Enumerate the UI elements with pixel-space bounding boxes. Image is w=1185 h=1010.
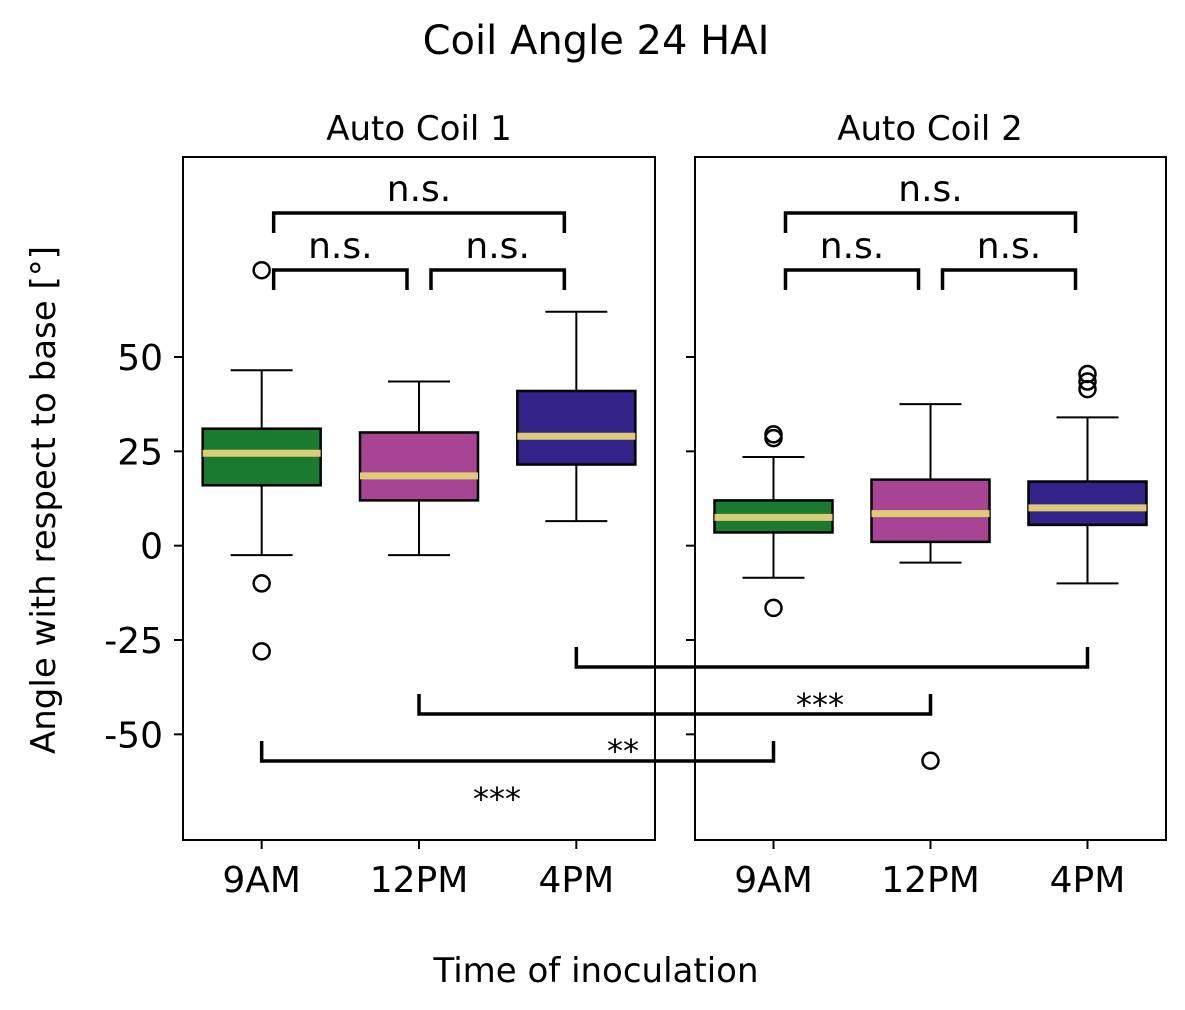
y-tick-label: 50 [117,338,163,379]
significance-bracket [783,211,1078,233]
box-12pm [358,380,480,557]
x-tick-label: 9AM [222,860,301,901]
plot-layer: 9AM 12PM 4PM -50 -25 0 25 50 n.s. n.s. n.s. 9AM 12PM… [104,156,1167,901]
significance-bracket [940,268,1078,290]
box-4pm [516,310,637,523]
significance-bracket [429,268,567,290]
significance-bracket [783,268,921,290]
x-tick-label: 9AM [734,860,813,901]
box-12pm [870,403,991,771]
panel-2-title: Auto Coil 2 [837,109,1023,149]
cross-panel-bracket [417,694,933,716]
outlier-point [764,425,783,444]
outlier-point [764,598,783,618]
y-tick-label: 0 [140,527,163,568]
x-axis-label: Time of inoculation [432,951,758,991]
y-tick-label: -50 [104,715,163,756]
box-iqr [516,389,637,466]
box-4pm [1027,364,1148,585]
box-9am [713,425,834,618]
panel-1-title: Auto Coil 1 [326,109,512,149]
significance-label: n.s. [898,169,962,210]
x-tick-label: 4PM [1050,860,1126,901]
outlier-point [1078,372,1097,391]
significance-label: n.s. [977,226,1041,267]
cross-panel-bracket [259,741,776,763]
figure-title: Coil Angle 24 HAI [423,18,770,64]
outlier-point [252,260,271,280]
box-9am [201,260,322,661]
significance-label: n.s. [820,226,884,267]
significance-label: n.s. [465,226,529,267]
y-axis-label: Angle with respect to base [°] [24,246,64,754]
y-tick-label: 25 [117,432,163,473]
outlier-point [252,574,271,593]
y-tick-label: -25 [104,621,163,662]
box-iqr [201,427,322,487]
box-iqr [1027,480,1148,527]
outlier-point [252,642,271,661]
annotation-12pm-significance: *** [796,686,844,724]
annotation-4pm-significance: *** [473,780,521,818]
box-iqr [358,431,480,502]
significance-label: n.s. [387,169,451,210]
outlier-point [1078,364,1097,384]
x-tick-label: 4PM [538,860,614,901]
x-tick-label: 12PM [370,860,469,901]
x-tick-label: 12PM [881,860,980,901]
cross-panel-bracket [574,647,1090,669]
annotation-9am-significance: ** [607,732,639,770]
outlier-point [921,751,940,771]
significance-label: n.s. [308,226,372,267]
significance-bracket [271,268,409,290]
significance-bracket [271,211,567,233]
